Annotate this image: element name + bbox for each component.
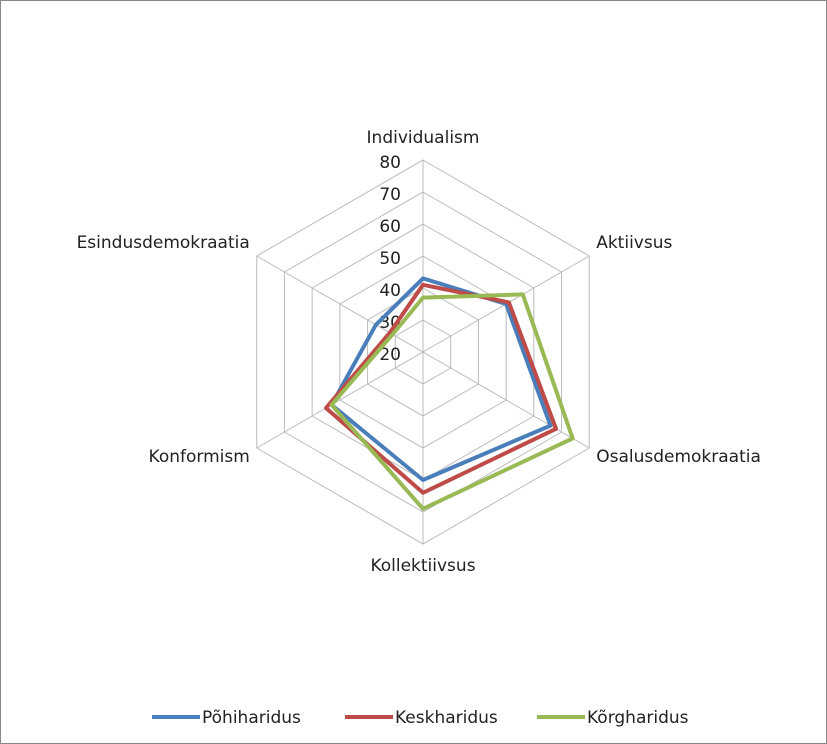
y-tick-label: 60 bbox=[379, 217, 401, 237]
legend-label: Põhiharidus bbox=[202, 708, 301, 728]
legend-label: Kõrgharidus bbox=[587, 708, 689, 728]
category-label: Osalusdemokraatia bbox=[596, 447, 761, 467]
category-label: Konformism bbox=[149, 447, 250, 467]
category-label: Esindusdemokraatia bbox=[77, 233, 250, 253]
category-label: Individualism bbox=[367, 128, 480, 148]
spoke bbox=[422, 351, 590, 449]
legend-label: Keskharidus bbox=[395, 708, 498, 728]
y-tick-label: 20 bbox=[379, 345, 401, 365]
series-line bbox=[329, 292, 575, 511]
y-tick-label: 40 bbox=[379, 281, 401, 301]
category-label: Kollektiivsus bbox=[370, 556, 475, 576]
series-line bbox=[329, 276, 553, 482]
series-line bbox=[324, 282, 559, 495]
category-label: Aktiivsus bbox=[596, 233, 672, 253]
spoke bbox=[256, 255, 424, 353]
spoke bbox=[256, 351, 424, 449]
y-tick-label: 50 bbox=[379, 249, 401, 269]
y-tick-label: 80 bbox=[379, 153, 401, 173]
y-tick-label: 70 bbox=[379, 185, 401, 205]
